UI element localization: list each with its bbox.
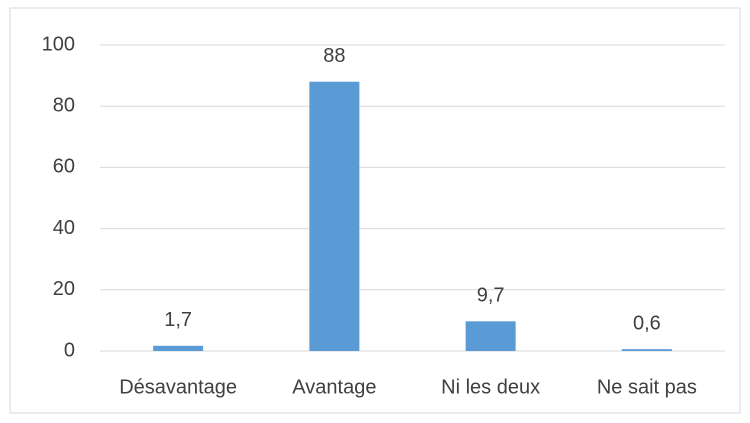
bar (309, 81, 360, 351)
data-label: 1,7 (164, 309, 192, 331)
y-tick-label: 40 (53, 217, 75, 239)
data-label: 88 (323, 45, 345, 67)
x-tick-label: Ni les deux (441, 376, 540, 398)
x-tick-label: Ne sait pas (597, 376, 697, 398)
y-tick-label: 20 (53, 278, 75, 300)
data-label: 0,6 (633, 312, 661, 334)
bar (153, 345, 204, 351)
y-tick-label: 60 (53, 156, 75, 178)
y-tick-label: 100 (42, 33, 75, 55)
x-tick-label: Avantage (292, 376, 376, 398)
bar (465, 321, 516, 351)
x-tick-label: Désavantage (119, 376, 237, 398)
bar (621, 349, 672, 351)
y-tick-label: 0 (64, 339, 75, 361)
chart-border (9, 7, 741, 414)
data-label: 9,7 (477, 285, 505, 307)
y-tick-label: 80 (53, 94, 75, 116)
